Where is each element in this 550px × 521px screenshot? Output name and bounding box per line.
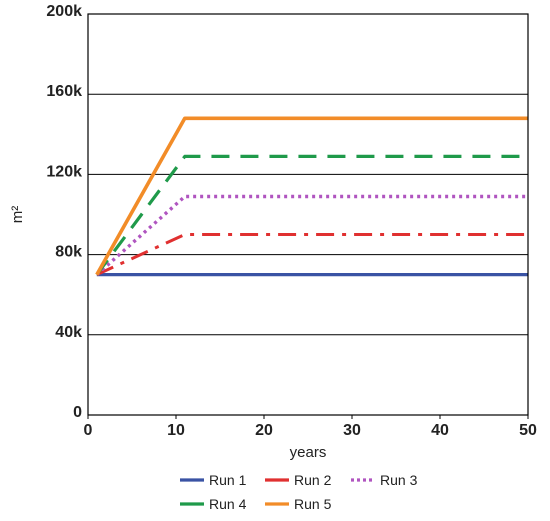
legend-label-3: Run 3 [380, 472, 418, 488]
series-line-3 [95, 194, 528, 276]
legend-label-5: Run 5 [294, 496, 332, 512]
legend-label-1: Run 1 [209, 472, 247, 488]
series-lines [95, 116, 528, 277]
grid-lines [88, 93, 528, 336]
x-tick-label: 20 [255, 422, 273, 439]
series-line-5 [95, 116, 528, 276]
legend-label-2: Run 2 [294, 472, 332, 488]
x-tick-label: 30 [343, 422, 361, 439]
y-tick-label: 80k [55, 244, 82, 261]
y-axis-label: m² [9, 206, 26, 224]
x-tick-labels: 0 10 20 30 40 50 [84, 415, 537, 439]
y-tick-label: 160k [46, 83, 82, 100]
x-tick-label: 50 [519, 422, 537, 439]
legend: Run 1 Run 2 Run 3 Run 4 Run 5 [180, 472, 418, 512]
x-axis-label: years [290, 444, 327, 461]
plot-frame [87, 13, 529, 416]
y-tick-label: 0 [73, 404, 82, 421]
x-tick-label: 0 [84, 422, 93, 439]
y-tick-labels: 0 40k 80k 120k 160k 200k [46, 3, 82, 421]
y-tick-label: 200k [46, 3, 82, 20]
legend-label-4: Run 4 [209, 496, 247, 512]
y-tick-label: 120k [46, 163, 82, 180]
series-line-4 [95, 154, 528, 276]
y-tick-label: 40k [55, 324, 82, 341]
x-tick-label: 10 [167, 422, 185, 439]
x-tick-label: 40 [431, 422, 449, 439]
